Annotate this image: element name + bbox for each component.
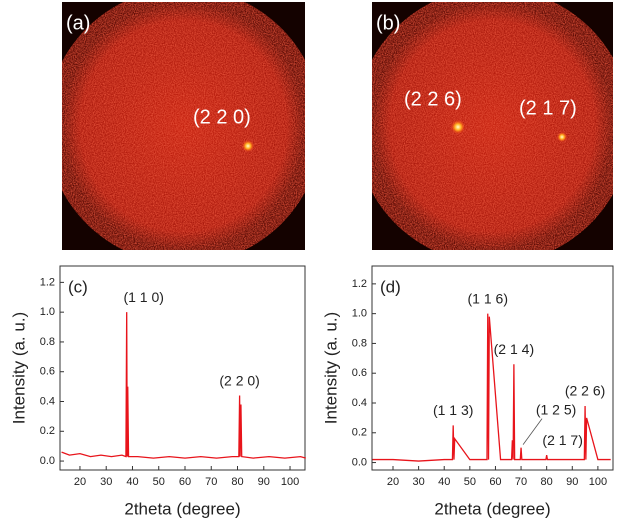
y-tick-label: 1.2: [40, 276, 55, 288]
panel-label: (a): [66, 12, 90, 34]
y-tick-label: 0.8: [352, 337, 367, 349]
xrd-chart: 20 30 40 50 60 70 80 90 100 0.0 0.2 0.4 0.6 0.8 1.0 1.2…: [321, 265, 614, 518]
x-tick-label: 60: [489, 476, 501, 488]
x-tick-label: 20: [74, 476, 86, 488]
y-tick-label: 1.0: [352, 308, 367, 320]
x-tick-label: 50: [153, 476, 165, 488]
x-tick-label: 60: [179, 476, 191, 488]
y-tick-label: 1.0: [40, 306, 55, 318]
spot-label: (2 2 0): [193, 106, 251, 128]
x-axis-label: 2theta (degree): [124, 499, 240, 518]
y-tick-label: 1.2: [352, 278, 367, 290]
diffraction-spot: [451, 120, 465, 134]
x-tick-label: 70: [205, 476, 217, 488]
x-tick-label: 40: [438, 476, 450, 488]
speckle: [62, 2, 305, 250]
panel-label: (c): [68, 277, 88, 296]
x-tick-label: 90: [258, 476, 270, 488]
x-tick-label: 90: [566, 476, 578, 488]
speckle: [372, 2, 613, 250]
y-tick-label: 0.6: [352, 367, 367, 379]
spot-label: (2 1 7): [519, 97, 577, 119]
x-tick-label: 100: [589, 476, 607, 488]
x-tick-label: 30: [412, 476, 424, 488]
x-tick-label: 30: [100, 476, 112, 488]
y-tick-label: 0.6: [40, 366, 55, 378]
y-tick-label: 0.8: [40, 336, 55, 348]
leader-line: [522, 418, 543, 445]
data-line: [61, 312, 306, 459]
plot-frame: [371, 265, 614, 471]
peak-label: (1 1 0): [123, 289, 163, 305]
x-axis-label: 2theta (degree): [434, 499, 550, 518]
peak-label: (1 1 3): [433, 402, 473, 418]
peak-label: (2 1 4): [494, 341, 534, 357]
image-a: (a) (2 2 0): [62, 2, 305, 250]
x-tick-label: 40: [126, 476, 138, 488]
y-axis-label: Intensity (a. u.): [9, 312, 28, 424]
y-tick-label: 0.2: [40, 425, 55, 437]
peak-label: (2 2 6): [565, 383, 605, 399]
peak-label: (1 1 6): [468, 290, 508, 306]
y-tick-label: 0.4: [40, 395, 55, 407]
y-axis-label: Intensity (a. u.): [321, 312, 340, 424]
peak-label: (2 2 0): [219, 372, 259, 388]
x-tick-label: 50: [464, 476, 476, 488]
peak-label: (1 2 5): [536, 401, 576, 417]
y-tick-label: 0.0: [40, 455, 55, 467]
y-tick-label: 0.0: [352, 456, 367, 468]
panel-label: (b): [376, 12, 400, 34]
y-tick-label: 0.4: [352, 397, 367, 409]
diffraction-spot: [557, 132, 567, 142]
diffraction-spot: [242, 140, 254, 152]
plot-frame: [59, 265, 306, 471]
panel-label: (d): [380, 277, 401, 296]
data-line: [372, 313, 611, 462]
peak-label: (2 1 7): [542, 432, 582, 448]
spot-label: (2 2 6): [404, 88, 462, 110]
x-tick-label: 80: [231, 476, 243, 488]
x-tick-label: 100: [281, 476, 299, 488]
x-tick-label: 70: [515, 476, 527, 488]
xrd-chart: 20 30 40 50 60 70 80 90 100 0.0 0.2 0.4 0.6 0.8 1.0 1.2…: [9, 265, 306, 518]
image-b: (b) (2 2 6) (2 1 7): [372, 2, 613, 250]
x-tick-label: 20: [387, 476, 399, 488]
x-tick-label: 80: [541, 476, 553, 488]
y-tick-label: 0.2: [352, 427, 367, 439]
